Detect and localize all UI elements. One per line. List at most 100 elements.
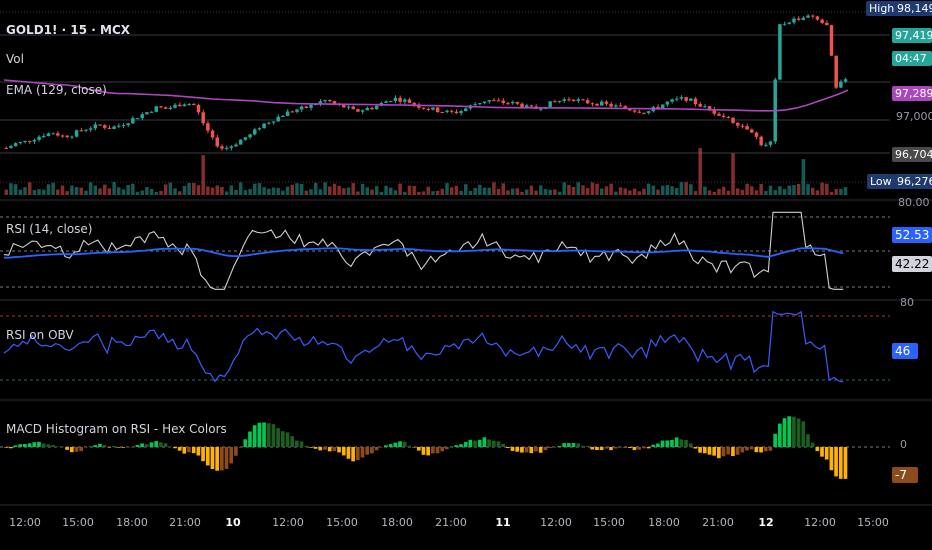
volume-bar	[534, 190, 538, 195]
macd-histogram-bar	[276, 428, 280, 447]
macd-histogram-bar	[801, 421, 806, 447]
time-axis-tick: 18:00	[648, 516, 680, 529]
volume-bar	[609, 183, 613, 195]
volume-bar	[299, 183, 304, 195]
volume-bar	[107, 188, 112, 195]
candle-body	[229, 146, 234, 148]
obv-pane-label[interactable]: RSI on OBV	[6, 328, 74, 342]
volume-bar	[88, 182, 93, 195]
candle-body	[159, 106, 163, 108]
volume-bar	[707, 190, 712, 195]
volume-bar	[646, 183, 651, 195]
volume-bar	[515, 188, 520, 195]
volume-bar	[810, 187, 815, 195]
candle-body	[267, 122, 271, 124]
macd-histogram-bar	[440, 447, 445, 452]
volume-bar	[421, 191, 426, 195]
obv-upper-level: 80	[900, 296, 914, 309]
volume-bar	[37, 189, 41, 195]
macd-histogram-bar	[79, 447, 84, 452]
candle-body	[810, 15, 815, 17]
macd-histogram-bar	[93, 445, 98, 447]
macd-histogram-bar	[646, 447, 651, 449]
macd-histogram-bar	[660, 440, 665, 447]
candle-body	[360, 110, 365, 112]
candle-body	[107, 127, 112, 129]
candle-body	[32, 139, 37, 142]
macd-histogram-bar	[838, 447, 843, 479]
rsi-ma-value-tag: 52.53	[892, 227, 932, 243]
volume-bar	[642, 188, 646, 195]
volume-bar	[295, 183, 299, 195]
macd-pane-label[interactable]: MACD Histogram on RSI - Hex Colors	[6, 422, 227, 436]
volume-bar	[604, 186, 609, 195]
candle-body	[501, 100, 506, 103]
macd-histogram-bar	[796, 418, 801, 447]
candle-body	[177, 104, 182, 107]
candle-body	[454, 111, 459, 114]
volume-bar	[393, 190, 398, 195]
macd-histogram-bar	[295, 440, 299, 447]
candle-body	[374, 105, 379, 110]
candle-body	[478, 103, 482, 105]
macd-histogram-bar	[243, 439, 248, 447]
volume-bar	[431, 191, 435, 195]
volume-bar	[712, 191, 717, 195]
candle-body	[412, 102, 416, 105]
volume-bar	[618, 187, 623, 195]
candle-body	[768, 141, 773, 145]
candle-body	[60, 135, 65, 137]
volume-bar	[285, 186, 290, 195]
macd-histogram-bar	[280, 431, 285, 447]
volume-bar	[4, 189, 8, 195]
volume-bar	[93, 185, 98, 195]
volume-bar	[806, 184, 810, 195]
candle-body	[37, 136, 41, 140]
volume-bar	[675, 188, 679, 195]
macd-histogram-bar	[351, 447, 355, 462]
candle-body	[149, 111, 154, 113]
macd-histogram-bar	[712, 447, 717, 456]
candle-body	[656, 106, 660, 109]
candle-body	[567, 99, 571, 101]
candle-body	[102, 125, 107, 128]
volume-bar	[529, 185, 534, 195]
candle-body	[562, 99, 566, 101]
volume-bar	[454, 185, 459, 195]
volume-bar	[229, 185, 234, 195]
rsi-pane-label[interactable]: RSI (14, close)	[6, 222, 93, 236]
volume-bar	[187, 182, 191, 195]
ema-label[interactable]: EMA (129, close)	[6, 83, 107, 97]
volume-bar	[224, 191, 229, 195]
volume-bar	[656, 189, 660, 195]
macd-histogram-bar	[32, 442, 37, 447]
volume-bar	[159, 190, 163, 195]
last-price-tag: 97,419	[892, 28, 932, 43]
volume-bar	[506, 190, 510, 195]
volume-label[interactable]: Vol	[6, 52, 24, 66]
candle-body	[145, 112, 149, 115]
candle-body	[187, 104, 191, 106]
symbol-title[interactable]: GOLD1! · 15 · MCX	[6, 23, 131, 37]
volume-bar	[740, 189, 745, 195]
macd-histogram-bar	[726, 447, 731, 455]
macd-histogram-bar	[609, 447, 613, 451]
candle-body	[618, 105, 623, 107]
volume-bar	[595, 183, 599, 195]
macd-histogram-bar	[656, 443, 660, 447]
volume-bar	[524, 189, 529, 195]
macd-histogram-bar	[763, 447, 768, 452]
macd-histogram-bar	[69, 447, 74, 453]
macd-histogram-bar	[773, 433, 777, 447]
candle-body	[27, 140, 32, 142]
candle-body	[632, 110, 637, 112]
time-axis-tick: 15:00	[857, 516, 889, 529]
macd-histogram-bar	[426, 447, 430, 456]
candle-body	[759, 136, 763, 146]
macd-histogram-bar	[468, 439, 473, 447]
candle-body	[299, 106, 304, 110]
candle-body	[135, 118, 140, 120]
candle-body	[745, 126, 749, 130]
candle-body	[843, 79, 848, 82]
